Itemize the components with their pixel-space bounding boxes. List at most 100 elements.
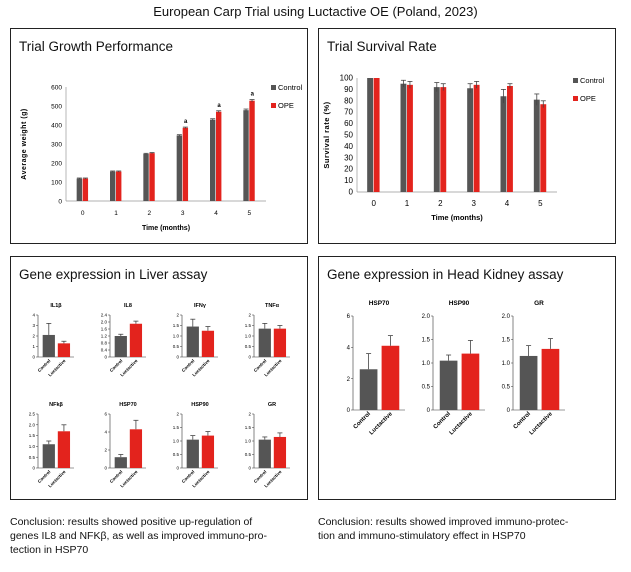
y-tick-label: 0.4 <box>101 348 108 353</box>
liver-conclusion-line: Conclusion: results showed positive up-r… <box>10 516 253 528</box>
bar-treatment <box>182 127 189 201</box>
x-tick-label: 3 <box>181 210 185 217</box>
bar-treatment <box>57 431 71 468</box>
y-tick-label: 0.5 <box>29 455 36 460</box>
x-tick-label: 3 <box>471 199 476 208</box>
x-tick-label: 1 <box>114 210 118 217</box>
y-tick-label: 1.0 <box>29 444 36 449</box>
bar-control <box>467 88 474 192</box>
bar-treatment <box>149 153 155 201</box>
y-tick-label: 4 <box>32 313 35 318</box>
y-tick-label: 0 <box>176 466 179 471</box>
bar-control <box>110 171 116 201</box>
y-tick-label: 0 <box>32 355 35 360</box>
y-tick-label: 200 <box>51 161 62 168</box>
kidney-conclusion-line: Conclusion: results showed improved immu… <box>318 516 569 528</box>
subplot-title: HSP70 <box>369 300 390 307</box>
bar-treatment <box>440 87 447 192</box>
y-tick-label: 2.4 <box>101 313 108 318</box>
y-tick-label: 2.5 <box>29 412 36 417</box>
y-tick-label: 100 <box>51 180 62 187</box>
category-label: Control <box>433 411 453 431</box>
bar-treatment <box>473 84 480 192</box>
y-tick-label: 2.0 <box>422 314 431 320</box>
y-tick-label: 0 <box>349 188 354 197</box>
y-tick-label: 0.5 <box>245 452 252 457</box>
x-tick-label: 2 <box>438 199 443 208</box>
subplot-title: HSP90 <box>449 300 470 307</box>
y-tick-label: 20 <box>344 165 353 174</box>
y-tick-label: 1.5 <box>422 338 431 344</box>
y-tick-label: 0 <box>427 408 431 414</box>
y-tick-label: 3 <box>32 323 35 328</box>
bar-control <box>367 78 374 192</box>
category-label: Luctactive <box>449 411 475 437</box>
bar-treatment <box>507 85 513 192</box>
category-label: Control <box>353 411 373 431</box>
bar-control <box>42 444 55 468</box>
survival-chart: 0 10 20 30 40 50 60 70 80 90 100 0 1 2 3 4 5 Time (months… <box>322 74 605 223</box>
bar-control <box>519 355 538 410</box>
y-tick-label: 2.0 <box>101 320 108 325</box>
page-title: European Carp Trial using Luctactive OE … <box>153 4 478 19</box>
y-tick-label: 1.5 <box>245 323 252 328</box>
y-tick-label: 0 <box>58 199 62 206</box>
y-tick-label: 0 <box>104 466 107 471</box>
liver-conclusion: Conclusion: results showed positive up-r… <box>10 515 310 557</box>
bar-control <box>143 153 149 201</box>
y-tick-label: 4 <box>104 430 107 435</box>
bar-control <box>500 96 507 192</box>
y-tick-label: 1.0 <box>245 334 252 339</box>
liver-panel: Gene expression in Liver assay IL1β 0 1 2 3 4… <box>10 256 308 500</box>
y-tick-label: 0 <box>248 355 251 360</box>
bar-treatment <box>129 323 143 357</box>
bar-control <box>258 328 271 357</box>
y-tick-label: 2 <box>104 448 107 453</box>
y-tick-label: 2.0 <box>29 422 36 427</box>
y-tick-label: 0 <box>32 466 35 471</box>
legend-swatch-control <box>573 78 578 83</box>
category-label: Control <box>513 411 533 431</box>
liver-panel-title: Gene expression in Liver assay <box>19 267 208 282</box>
legend-swatch-control <box>271 85 276 90</box>
y-axis-label: Average weight (g) <box>21 108 28 179</box>
y-tick-label: 6 <box>104 412 107 417</box>
bar-treatment <box>82 178 89 201</box>
legend-swatch-treatment <box>573 96 578 101</box>
subplot-title: IFNγ <box>194 303 207 309</box>
y-tick-label: 100 <box>340 74 354 83</box>
significance-mark: a <box>217 103 221 109</box>
legend-label-control: Control <box>278 83 303 92</box>
subplot-title: NFkβ <box>49 402 63 408</box>
subplot-title: GR <box>534 300 544 307</box>
bar-control <box>243 110 249 201</box>
x-axis-label: Time (months) <box>142 225 190 232</box>
y-tick-label: 90 <box>344 85 353 94</box>
y-tick-label: 60 <box>344 119 353 128</box>
bar-control <box>114 457 127 468</box>
survival-panel-title: Trial Survival Rate <box>327 39 437 54</box>
kidney-panel-title: Gene expression in Head Kidney assay <box>327 267 564 282</box>
bar-control <box>400 83 407 192</box>
y-tick-label: 400 <box>51 123 62 130</box>
y-tick-label: 2 <box>248 313 251 318</box>
y-tick-label: 600 <box>51 85 62 92</box>
significance-mark: a <box>251 92 255 98</box>
y-tick-label: 50 <box>344 131 353 140</box>
y-tick-label: 1.0 <box>422 361 431 367</box>
y-tick-label: 40 <box>344 142 353 151</box>
bar-control <box>114 336 127 357</box>
x-tick-label: 5 <box>248 210 252 217</box>
bar-treatment <box>249 100 255 201</box>
bar-treatment <box>407 84 413 192</box>
y-tick-label: 1.5 <box>173 323 180 328</box>
kidney-chart: HSP700246ControlLuctactiveHSP9000.51.01.… <box>347 300 565 437</box>
y-tick-label: 2 <box>176 412 179 417</box>
y-tick-label: 1.5 <box>173 425 180 430</box>
y-tick-label: 500 <box>51 104 62 111</box>
bar-control <box>186 326 199 357</box>
y-tick-label: 1.5 <box>245 425 252 430</box>
y-tick-label: 1.0 <box>173 439 180 444</box>
y-tick-label: 1.6 <box>101 327 108 332</box>
y-tick-label: 0 <box>248 466 251 471</box>
